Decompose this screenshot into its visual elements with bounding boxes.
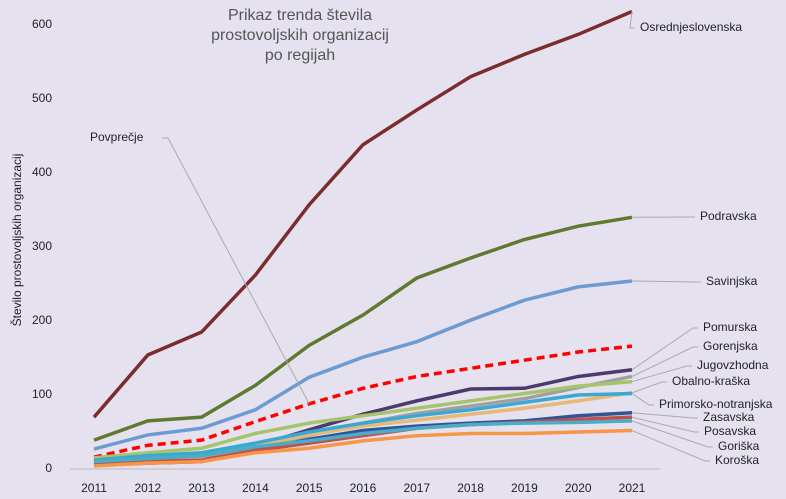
x-tick-label: 2020: [565, 481, 592, 495]
y-tick-label: 300: [32, 239, 52, 253]
x-tick-label: 2011: [81, 481, 107, 495]
leader-line: [631, 280, 701, 283]
leader-line: [631, 381, 667, 394]
x-tick-label: 2015: [296, 481, 323, 495]
x-tick-label: 2013: [188, 481, 215, 495]
y-tick-label: 600: [32, 17, 52, 31]
series-line: [93, 391, 633, 462]
x-tick-label: 2016: [350, 481, 377, 495]
series-label: Zasavska: [703, 410, 755, 424]
series-line: [93, 428, 633, 468]
series-label: Podravska: [700, 209, 757, 223]
series-label: Koroška: [715, 453, 759, 467]
x-tick-label: 2014: [242, 481, 269, 495]
series-label: Osrednjeslovenska: [640, 20, 742, 34]
x-tick-label: 2017: [403, 481, 430, 495]
series-label: Pomurska: [703, 320, 757, 334]
x-tick-label: 2018: [457, 481, 484, 495]
series-label: Savinjska: [706, 274, 758, 288]
series-line: [93, 215, 633, 442]
series-line: [93, 279, 633, 451]
series-line: [93, 419, 633, 464]
leader-line: [631, 327, 698, 371]
x-tick-label: 2019: [511, 481, 538, 495]
series-label: Primorsko-notranjska: [659, 397, 773, 411]
y-tick-label: 400: [32, 165, 52, 179]
series-line: [93, 344, 633, 459]
y-tick-label: 200: [32, 313, 52, 327]
series-label: Posavska: [704, 424, 756, 438]
x-tick-label: 2012: [134, 481, 161, 495]
leader-line: [162, 137, 310, 405]
leader-line: [631, 393, 654, 406]
y-tick-label: 100: [32, 387, 52, 401]
series-label: Goriška: [718, 439, 760, 453]
series-line: [93, 379, 633, 460]
series-label: Obalno-kraška: [672, 374, 750, 388]
leader-line: [631, 365, 692, 383]
leader-line: [631, 416, 699, 433]
leader-line: [629, 11, 635, 29]
series-label: Jugovzhodna: [697, 358, 769, 372]
series-line: [92, 9, 633, 419]
series-label: Povprečje: [90, 130, 144, 144]
leader-line: [631, 420, 713, 448]
y-axis-label: Število prostovoljskih organizacij: [9, 154, 24, 327]
y-tick-label: 0: [45, 461, 52, 475]
leader-line: [631, 346, 698, 377]
leader-line: [631, 412, 698, 419]
chart-title: Prikaz trenda števila prostovoljskih org…: [211, 7, 389, 64]
series-label: Gorenjska: [703, 339, 758, 353]
y-tick-label: 500: [32, 91, 52, 105]
x-tick-label: 2021: [619, 481, 646, 495]
leader-line: [631, 430, 710, 462]
